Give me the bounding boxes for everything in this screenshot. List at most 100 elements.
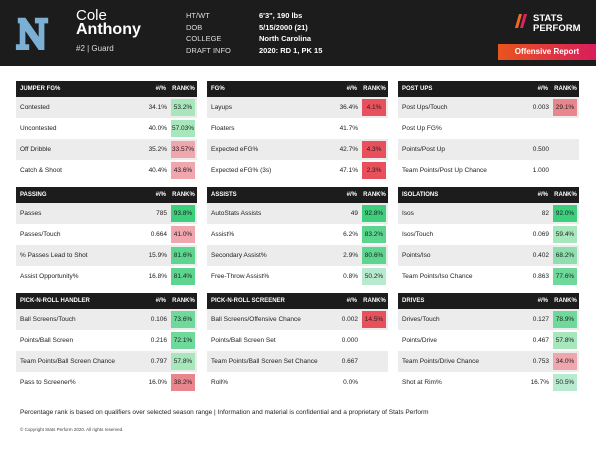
player-number-position: #2 | Guard <box>76 44 114 53</box>
section-card: JUMPER FG% #/% RANK% Contested 34.1% 53.2% Unc… <box>16 81 197 181</box>
bio-row: DRAFT INFO 2020: RD 1, PK 15 <box>186 45 322 57</box>
stat-value: 6.2% <box>343 231 358 238</box>
stat-row: Passes 785 93.8% <box>16 203 197 224</box>
section-title: ASSISTS <box>211 192 237 198</box>
section-header: POST UPS #/% RANK% <box>398 81 579 97</box>
section-card: DRIVES #/% RANK% Drives/Touch 0.127 78.9% Poin… <box>398 293 579 393</box>
stat-row: Points/Iso 0.402 68.2% <box>398 245 579 266</box>
stat-rank <box>362 120 386 137</box>
stat-rank: 4.3% <box>362 141 386 158</box>
stat-rank: 68.2% <box>553 247 577 264</box>
section-rows: Ball Screens/Touch 0.106 73.6% Points/Ball … <box>16 309 197 393</box>
stat-value: 16.8% <box>148 273 167 280</box>
stat-value: 0.753 <box>532 358 549 365</box>
bio-value: 2020: RD 1, PK 15 <box>259 45 323 55</box>
rank-column-header: RANK% <box>172 298 195 304</box>
section-rows: Isos 82 92.0% Isos/Touch 0.069 59.4% Points/Is… <box>398 203 579 287</box>
stat-row: Points/Ball Screen 0.216 72.1% <box>16 330 197 351</box>
stat-rank: 33.57% <box>171 141 195 158</box>
stat-value: 82 <box>541 210 549 217</box>
stat-rank: 38.2% <box>171 374 195 391</box>
section-title: FG% <box>211 86 225 92</box>
value-column-header: #/% <box>155 86 166 92</box>
stat-value: 1.000 <box>532 167 549 174</box>
stat-rank: 4.1% <box>362 99 386 116</box>
stat-row: Expected eFG% (3s) 47.1% 2.3% <box>207 160 388 181</box>
stat-value: 49 <box>350 210 358 217</box>
stat-rank: 57.03% <box>171 120 195 137</box>
stat-value: 35.2% <box>148 146 167 153</box>
stat-value: 0.106 <box>150 316 167 323</box>
stat-row: Secondary Assist% 2.9% 80.6% <box>207 245 388 266</box>
section-title: POST UPS <box>402 86 433 92</box>
stat-rank: 2.3% <box>362 162 386 179</box>
value-column-header: #/% <box>537 298 548 304</box>
rank-column-header: RANK% <box>554 192 577 198</box>
section-header: ISOLATIONS #/% RANK% <box>398 187 579 203</box>
stat-row: Isos 82 92.0% <box>398 203 579 224</box>
section-rows: Layups 36.4% 4.1% Floaters 41.7% Expected eFG… <box>207 97 388 181</box>
stat-value: 15.9% <box>148 252 167 259</box>
stat-row: % Passes Lead to Shot 15.9% 81.6% <box>16 245 197 266</box>
section-title: JUMPER FG% <box>20 86 61 92</box>
stat-value: 16.0% <box>148 379 167 386</box>
stat-label: Shot at Rim% <box>402 379 442 386</box>
stat-rank <box>362 353 386 370</box>
value-column-header: #/% <box>537 192 548 198</box>
player-last-name: Anthony <box>76 21 141 38</box>
stat-row: Catch & Shoot 40.4% 43.6% <box>16 160 197 181</box>
stat-label: Layups <box>211 104 232 111</box>
stat-value: 41.7% <box>339 125 358 132</box>
section-rows: Post Ups/Touch 0.003 29.1% Post Up FG% Point… <box>398 97 579 181</box>
stat-label: Floaters <box>211 125 235 132</box>
rank-column-header: RANK% <box>554 298 577 304</box>
stat-row: Layups 36.4% 4.1% <box>207 97 388 118</box>
stat-value: 0.127 <box>532 316 549 323</box>
stat-row: Points/Ball Screen Set 0.000 <box>207 330 388 351</box>
stat-label: Uncontested <box>20 125 57 132</box>
bio-row: COLLEGE North Carolina <box>186 33 322 45</box>
rank-column-header: RANK% <box>363 86 386 92</box>
stat-label: Team Points/Drive Chance <box>402 358 479 365</box>
stat-rank: 81.6% <box>171 247 195 264</box>
offensive-report-badge: Offensive Report <box>498 44 596 60</box>
stat-value: 0.003 <box>532 104 549 111</box>
stat-label: Team Points/Post Up Chance <box>402 167 487 174</box>
value-column-header: #/% <box>537 86 548 92</box>
stat-row: Pass to Screener% 16.0% 38.2% <box>16 372 197 393</box>
stat-row: Team Points/Ball Screen Set Chance 0.667 <box>207 351 388 372</box>
player-name: Cole Anthony <box>76 8 141 38</box>
value-column-header: #/% <box>155 298 166 304</box>
section-header: PICK-N-ROLL HANDLER #/% RANK% <box>16 293 197 309</box>
stat-rank: 83.2% <box>362 226 386 243</box>
stat-rank: 57.8% <box>171 353 195 370</box>
value-column-header: #/% <box>346 86 357 92</box>
section-title: PICK-N-ROLL SCREENER <box>211 298 285 304</box>
stat-rank: 78.9% <box>553 311 577 328</box>
stat-label: Assist% <box>211 231 235 238</box>
stat-label: Post Ups/Touch <box>402 104 448 111</box>
section-header: DRIVES #/% RANK% <box>398 293 579 309</box>
section-header: FG% #/% RANK% <box>207 81 388 97</box>
bio-key: DRAFT INFO <box>186 45 231 55</box>
stat-rank: 29.1% <box>553 99 577 116</box>
stat-value: 0.667 <box>341 358 358 365</box>
stat-row: Ball Screens/Offensive Chance 0.002 14.5% <box>207 309 388 330</box>
stat-value: 0.402 <box>532 252 549 259</box>
stat-row: Uncontested 40.0% 57.03% <box>16 118 197 139</box>
stat-value: 47.1% <box>339 167 358 174</box>
section-card: ISOLATIONS #/% RANK% Isos 82 92.0% Isos/Touch 0… <box>398 187 579 287</box>
stat-rank: 14.5% <box>362 311 386 328</box>
stat-rank: 77.6% <box>553 268 577 285</box>
stat-row: Floaters 41.7% <box>207 118 388 139</box>
stat-row: Free-Throw Assist% 0.8% 50.2% <box>207 266 388 287</box>
value-column-header: #/% <box>346 192 357 198</box>
stat-rank <box>553 141 577 158</box>
section-title: PASSING <box>20 192 47 198</box>
stat-value: 42.7% <box>339 146 358 153</box>
rank-column-header: RANK% <box>363 192 386 198</box>
section-rows: Passes 785 93.8% Passes/Touch 0.664 41.0% % Pa… <box>16 203 197 287</box>
section-rows: Ball Screens/Offensive Chance 0.002 14.5% P… <box>207 309 388 393</box>
section-card: POST UPS #/% RANK% Post Ups/Touch 0.003 29.1%… <box>398 81 579 181</box>
section-header: PICK-N-ROLL SCREENER #/% RANK% <box>207 293 388 309</box>
